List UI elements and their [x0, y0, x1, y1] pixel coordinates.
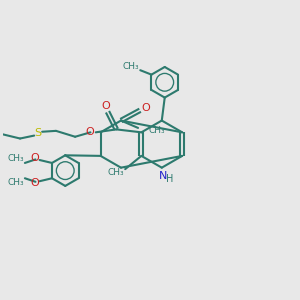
Text: O: O [102, 101, 110, 111]
Text: CH₃: CH₃ [8, 154, 24, 163]
Text: O: O [30, 153, 39, 163]
Text: S: S [34, 128, 41, 138]
Text: CH₃: CH₃ [107, 168, 124, 177]
Text: O: O [85, 127, 94, 137]
Text: H: H [166, 174, 174, 184]
Text: CH₃: CH₃ [148, 126, 165, 135]
Text: O: O [142, 103, 150, 113]
Text: N: N [159, 171, 167, 181]
Text: O: O [30, 178, 39, 188]
Text: CH₃: CH₃ [122, 61, 139, 70]
Text: CH₃: CH₃ [8, 178, 24, 187]
